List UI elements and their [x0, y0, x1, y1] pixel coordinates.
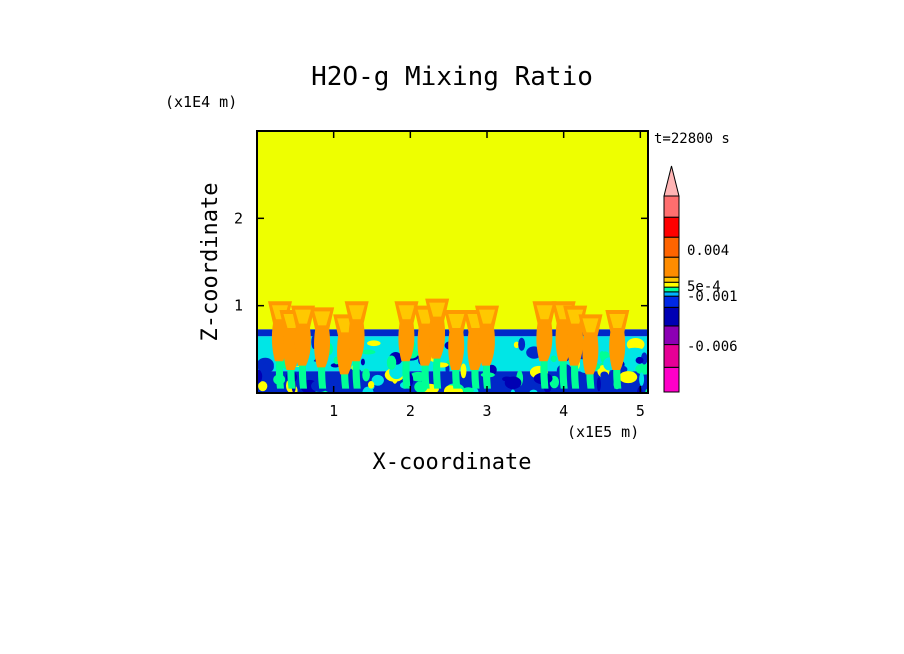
x-axis: 1 2 3 4 5: [329, 131, 645, 420]
chart-title: H2O-g Mixing Ratio: [311, 62, 593, 92]
y-tick-label: 2: [234, 209, 243, 227]
texture-blob: [504, 376, 522, 390]
plume-16: [605, 310, 630, 389]
plume-3: [310, 307, 335, 389]
colorbar-band: [663, 325, 680, 346]
colorbar-tick-label: 0.004: [687, 243, 729, 259]
plume-8: [425, 298, 450, 389]
plot-frame: [256, 130, 649, 394]
texture-blob: [635, 356, 644, 364]
colorbar-band: [663, 216, 680, 238]
texture-blob: [518, 337, 526, 351]
texture-blob: [460, 363, 467, 379]
colorbar-band: [663, 236, 680, 258]
x-axis-label: X-coordinate: [373, 450, 532, 475]
x-tick-label: 4: [559, 402, 568, 420]
texture-blob: [596, 377, 601, 392]
plume-11: [475, 305, 499, 389]
texture-blob: [491, 381, 500, 392]
y-axis: 12: [234, 209, 648, 315]
plume-9: [444, 310, 469, 389]
colorbar-band: [663, 276, 680, 283]
texture-blob: [386, 355, 397, 370]
texture-blob: [620, 385, 631, 391]
texture-blob: [600, 371, 609, 379]
plot-area: [257, 131, 648, 393]
texture-blob: [619, 371, 638, 384]
texture-blob: [375, 354, 381, 367]
texture-blob: [262, 361, 274, 373]
colorbar-band: [663, 344, 680, 368]
colorbar-band: [663, 286, 680, 293]
colorbar-band: [663, 295, 680, 308]
y-tick-label: 1: [234, 297, 243, 315]
texture-blob: [550, 355, 557, 363]
texture-blob: [362, 368, 370, 382]
x-tick-label: 2: [406, 402, 415, 420]
texture-blob: [330, 363, 340, 368]
texture-blob: [257, 369, 263, 384]
y-axis-label: Z-coordinate: [198, 183, 223, 342]
colorbar-tick-label: 5e-4: [687, 279, 721, 295]
texture-blob: [626, 337, 645, 351]
colorbar-band: [663, 256, 680, 278]
colorbar-tick-label: -0.001: [687, 289, 738, 305]
plume-6: [394, 301, 419, 389]
texture-blob: [513, 341, 520, 349]
texture-blob: [368, 381, 375, 389]
texture-blob: [639, 372, 645, 386]
plume-15: [578, 314, 603, 389]
plume-12: [532, 301, 557, 389]
colorbar: 0.004 5e-4-0.001 -0.006: [663, 165, 738, 393]
texture-blob: [360, 349, 376, 355]
texture-blob: [360, 358, 365, 366]
colorbar-band: [663, 291, 680, 297]
colorbar-tick-label: -0.006: [687, 339, 738, 355]
time-label: t=22800 s: [654, 131, 730, 147]
layer-3: [257, 131, 648, 330]
texture-blob: [311, 371, 318, 380]
texture-blob: [462, 387, 474, 393]
x-tick-label: 3: [482, 402, 491, 420]
colorbar-band: [663, 306, 680, 327]
texture-blob: [625, 347, 645, 355]
colorbar-extend-arrow: [663, 165, 680, 197]
texture-blob: [258, 381, 268, 392]
x-scale-label: (x1E5 m): [567, 423, 639, 441]
x-tick-label: 5: [636, 402, 645, 420]
texture-blob: [371, 374, 384, 386]
plume-2: [291, 305, 315, 389]
y-scale-label: (x1E4 m): [165, 93, 237, 111]
colorbar-band: [663, 195, 680, 218]
texture-blob: [635, 363, 648, 375]
x-tick-label: 1: [329, 402, 338, 420]
colorbar-band: [663, 366, 680, 393]
colorbar-band: [663, 281, 680, 288]
texture-blob: [367, 340, 381, 347]
plume-5: [344, 301, 369, 389]
texture-blob: [382, 384, 398, 391]
